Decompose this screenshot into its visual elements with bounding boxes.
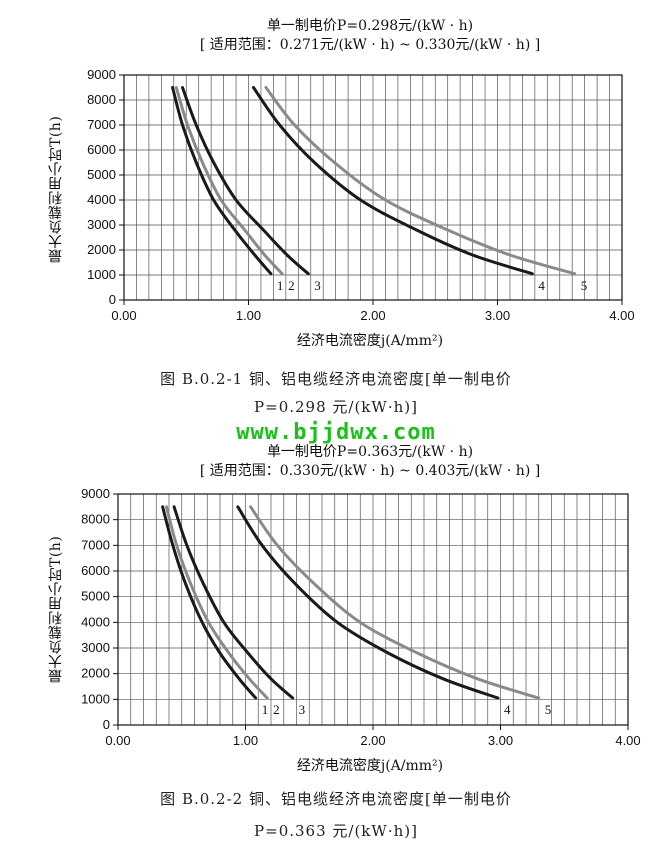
series-line-5 [249, 505, 541, 700]
y-tick-label: 4000 [87, 192, 116, 207]
y-tick-label: 6000 [81, 563, 110, 578]
x-tick-label: 0.00 [105, 733, 130, 748]
series-line-3 [172, 505, 295, 700]
y-tick-label: 4000 [81, 614, 110, 629]
y-tick-label: 1000 [81, 691, 110, 706]
figure-caption: 图 B.0.2-1 铜、铝电缆经济电流密度[单一制电价 [160, 370, 512, 388]
curve-label-1: 1 [277, 278, 284, 293]
x-tick-label: 4.00 [609, 308, 634, 323]
figure-caption-line2: P=0.298 元/(kW·h)] [254, 398, 418, 416]
series-line-1 [171, 86, 273, 276]
curve-label-3: 3 [314, 278, 321, 293]
x-tick-label: 3.00 [485, 308, 510, 323]
figure-caption-line2: P=0.363 元/(kW·h)] [254, 822, 418, 840]
series-line-4 [236, 505, 500, 700]
chart-subtitle: [ 适用范围：0.271元/(kW · h) ~ 0.330元/(kW · h)… [199, 37, 541, 53]
curve-label-4: 4 [538, 278, 545, 293]
y-tick-label: 7000 [81, 537, 110, 552]
x-tick-label: 2.00 [360, 308, 385, 323]
chart-plot-1: 0 1000 2000 3000 4000 5000 6000 7000 8000 9000 0.0… [87, 67, 635, 323]
chart-title: 单一制电价P=0.363元/(kW · h) [266, 444, 474, 460]
y-tick-label: 1000 [87, 267, 116, 282]
x-axis-label: 经济电流密度j(A/mm²) [296, 758, 444, 774]
y-tick-label: 0 [109, 292, 116, 307]
curve-label-5: 5 [581, 278, 588, 293]
figure-caption: 图 B.0.2-2 铜、铝电缆经济电流密度[单一制电价 [160, 790, 512, 808]
x-tick-label: 1.00 [236, 308, 261, 323]
x-tick-label: 2.00 [360, 733, 385, 748]
y-tick-label: 5000 [87, 167, 116, 182]
y-tick-label: 9000 [81, 486, 110, 501]
series-line-4 [251, 86, 534, 276]
chart-subtitle: [ 适用范围：0.330元/(kW · h) ~ 0.403元/(kW · h)… [199, 463, 541, 479]
x-axis-label: 经济电流密度j(A/mm²) [296, 333, 444, 349]
x-tick-label: 3.00 [488, 733, 513, 748]
watermark-text: www.bjjdwx.com [236, 420, 436, 445]
y-tick-label: 6000 [87, 142, 116, 157]
chart-panel-1: 单一制电价P=0.298元/(kW · h) [ 适用范围：0.271元/(kW… [0, 0, 672, 420]
y-tick-label: 3000 [81, 640, 110, 655]
y-tick-label: 8000 [87, 92, 116, 107]
curve-label-5: 5 [545, 702, 552, 717]
y-tick-label: 3000 [87, 217, 116, 232]
y-tick-label: 5000 [81, 589, 110, 604]
series-line-1 [161, 505, 258, 700]
y-tick-label: 2000 [81, 666, 110, 681]
chart-panel-2: 单一制电价P=0.363元/(kW · h) [ 适用范围：0.330元/(kW… [0, 440, 672, 859]
curve-label-3: 3 [299, 702, 306, 717]
series-line-2 [174, 86, 284, 276]
chart-plot-2: 0 1000 2000 3000 4000 5000 6000 7000 8000 9000 0.0… [81, 486, 641, 748]
y-tick-label: 9000 [87, 67, 116, 82]
series-line-2 [164, 505, 269, 700]
series-line-5 [264, 86, 577, 276]
y-tick-label: 8000 [81, 512, 110, 527]
y-tick-label: 0 [103, 717, 110, 732]
y-tick-label: 2000 [87, 242, 116, 257]
chart-title: 单一制电价P=0.298元/(kW · h) [266, 18, 474, 34]
series-line-3 [181, 86, 310, 276]
curve-label-1: 1 [262, 702, 269, 717]
curve-label-2: 2 [273, 702, 280, 717]
curve-label-2: 2 [288, 278, 295, 293]
y-tick-label: 7000 [87, 117, 116, 132]
x-tick-label: 0.00 [111, 308, 136, 323]
x-tick-label: 1.00 [233, 733, 258, 748]
curve-label-4: 4 [504, 702, 511, 717]
x-tick-label: 4.00 [615, 733, 640, 748]
